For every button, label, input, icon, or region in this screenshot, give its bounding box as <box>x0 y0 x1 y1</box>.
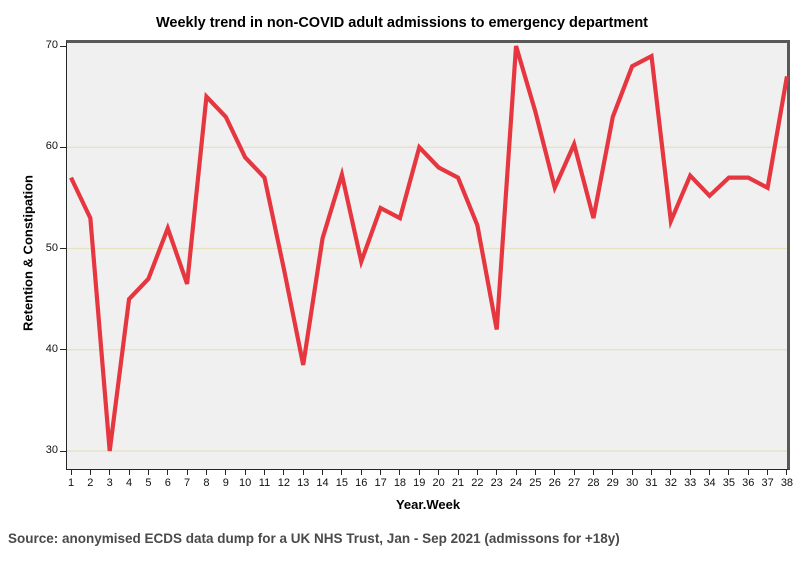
x-tick-label: 10 <box>239 477 252 489</box>
x-tick-label: 35 <box>722 477 736 489</box>
x-tick <box>380 470 382 475</box>
y-tick <box>60 146 66 148</box>
x-tick-label: 21 <box>451 477 465 489</box>
x-tick <box>651 470 652 475</box>
x-tick <box>109 470 111 475</box>
x-tick-label: 30 <box>626 477 639 489</box>
x-tick <box>438 470 440 475</box>
x-tick-label: 9 <box>222 477 229 489</box>
x-tick <box>573 470 575 475</box>
plot-area <box>66 40 790 470</box>
x-tick <box>302 470 304 475</box>
x-tick <box>534 470 536 475</box>
x-tick-label: 15 <box>335 477 349 489</box>
y-tick <box>60 450 66 452</box>
x-tick-label: 18 <box>393 477 407 489</box>
y-tick-label: 30 <box>45 444 58 456</box>
x-tick <box>89 470 91 475</box>
x-tick <box>670 470 672 475</box>
x-tick <box>283 470 285 475</box>
x-tick-label: 26 <box>548 477 561 489</box>
chart-title: Weekly trend in non-COVID adult admissio… <box>155 15 649 31</box>
x-tick <box>728 470 730 475</box>
x-tick <box>612 470 614 475</box>
x-tick <box>476 470 478 475</box>
y-tick-label: 40 <box>45 342 58 355</box>
x-tick-label: 32 <box>664 477 677 489</box>
x-tick <box>225 470 227 475</box>
x-tick-label: 6 <box>164 477 171 489</box>
x-tick-label: 3 <box>106 477 113 489</box>
x-tick <box>747 470 749 475</box>
x-tick-label: 25 <box>529 477 542 489</box>
y-tick <box>60 45 66 47</box>
x-tick-label: 7 <box>184 477 191 489</box>
x-tick <box>399 470 401 475</box>
x-tick <box>147 470 149 475</box>
x-tick <box>244 470 246 475</box>
x-tick <box>689 470 691 475</box>
x-tick <box>786 470 788 475</box>
y-tick <box>60 349 66 351</box>
x-tick <box>322 470 324 475</box>
x-tick-label: 22 <box>471 477 484 489</box>
x-tick <box>70 470 72 475</box>
y-tick-label: 70 <box>45 39 58 51</box>
x-tick <box>592 470 594 475</box>
x-tick-label: 27 <box>567 477 581 489</box>
x-tick-label: 16 <box>355 477 368 489</box>
x-tick-label: 14 <box>316 477 329 489</box>
x-tick-label: 29 <box>606 477 619 489</box>
x-tick-label: 34 <box>703 477 716 489</box>
x-tick <box>205 470 207 475</box>
x-tick-label: 37 <box>761 477 774 489</box>
y-tick <box>60 248 66 249</box>
x-tick-label: 5 <box>145 477 152 489</box>
x-tick <box>360 470 362 475</box>
y-tick-label: 60 <box>45 140 58 153</box>
x-tick <box>631 470 633 475</box>
x-tick <box>128 470 130 475</box>
x-tick-label: 8 <box>203 477 210 489</box>
x-tick-label: 19 <box>413 477 426 489</box>
x-tick-label: 31 <box>645 477 658 489</box>
plot-svg <box>67 45 790 452</box>
x-tick <box>264 470 265 475</box>
x-tick-label: 13 <box>297 477 310 489</box>
x-tick <box>167 470 169 475</box>
x-tick-label: 28 <box>587 477 600 489</box>
x-axis-label: Year.Week <box>395 497 461 512</box>
x-tick <box>767 470 769 475</box>
x-tick <box>186 470 188 475</box>
x-tick-label: 4 <box>125 477 133 489</box>
x-tick-label: 17 <box>374 477 387 489</box>
trend-line <box>69 45 790 452</box>
x-tick-label: 36 <box>742 477 755 489</box>
x-tick <box>515 470 517 475</box>
x-tick-label: 20 <box>432 477 445 489</box>
x-tick-label: 23 <box>490 477 503 489</box>
x-tick-label: 24 <box>509 477 523 489</box>
x-tick-label: 2 <box>87 477 94 489</box>
source-note: Source: anonymised ECDS data dump for a … <box>8 531 620 546</box>
x-tick-label: 11 <box>258 477 271 489</box>
x-tick <box>709 470 711 475</box>
x-tick-label: 12 <box>277 477 290 489</box>
x-tick <box>457 470 459 475</box>
y-tick-label: 50 <box>45 241 58 254</box>
x-tick <box>341 470 343 475</box>
x-tick <box>496 470 498 475</box>
x-tick-label: 33 <box>684 477 697 489</box>
x-tick <box>418 470 420 475</box>
x-tick <box>554 470 556 475</box>
x-tick-label: 38 <box>780 477 794 489</box>
x-tick-label: 1 <box>67 477 75 489</box>
